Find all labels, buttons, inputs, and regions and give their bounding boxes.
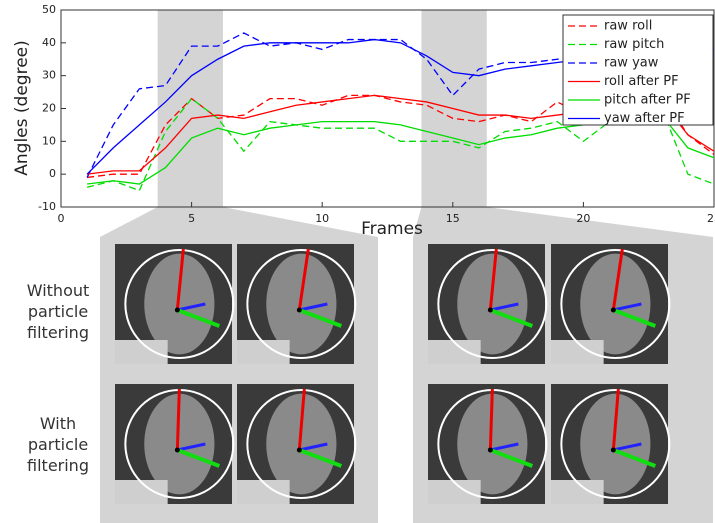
legend-label: yaw after PF <box>604 111 685 126</box>
pose-center <box>175 448 180 453</box>
pose-center <box>297 308 302 313</box>
pose-center <box>611 308 616 313</box>
x-tick-label: 20 <box>576 212 590 225</box>
x-tick-label: 5 <box>188 212 195 225</box>
legend-label: raw roll <box>604 19 652 34</box>
legend-label: raw yaw <box>604 56 659 71</box>
legend-label: raw pitch <box>604 37 664 52</box>
row-label: With particle filtering <box>18 413 98 476</box>
highlight-span <box>158 10 223 207</box>
x-tick-label: 0 <box>58 212 65 225</box>
legend-label: pitch after PF <box>604 93 691 108</box>
x-tick-label: 25 <box>707 212 715 225</box>
y-tick-label: 0 <box>49 167 56 180</box>
page: {"chart_data": {"type": "line", "xlabel"… <box>0 0 715 523</box>
pose-center <box>297 448 302 453</box>
face-image <box>115 384 233 504</box>
face-image <box>428 384 546 504</box>
row-label: Without particle filtering <box>18 280 98 343</box>
pose-center <box>488 448 493 453</box>
y-axis-label: Angles (degree) <box>12 40 32 175</box>
panels <box>100 207 713 523</box>
legend: raw roll raw pitch raw yaw roll after PF pit… <box>563 15 713 126</box>
y-tick-label: 30 <box>42 69 56 82</box>
y-tick-label: -10 <box>38 200 56 213</box>
y-tick-label: 40 <box>42 36 56 49</box>
pose-center <box>488 308 493 313</box>
y-tick-label: 50 <box>42 3 56 16</box>
face-image <box>115 244 233 364</box>
face-image <box>237 384 355 504</box>
x-tick-label: 10 <box>315 212 329 225</box>
face-image <box>551 244 669 364</box>
legend-label: roll after PF <box>604 74 679 89</box>
y-tick-label: 10 <box>42 134 56 147</box>
pose-center <box>175 308 180 313</box>
pose-center <box>611 448 616 453</box>
zoom-connector <box>100 207 378 237</box>
face-image <box>551 384 669 504</box>
y-tick-label: 20 <box>42 102 56 115</box>
x-axis-label: Frames <box>361 219 423 239</box>
face-image <box>237 244 355 364</box>
face-image <box>428 244 546 364</box>
x-tick-label: 15 <box>446 212 460 225</box>
axis-roll <box>177 389 179 450</box>
axis-roll <box>490 389 492 450</box>
figure: -10010203040500510152025raw rollraw pitc… <box>0 0 715 523</box>
